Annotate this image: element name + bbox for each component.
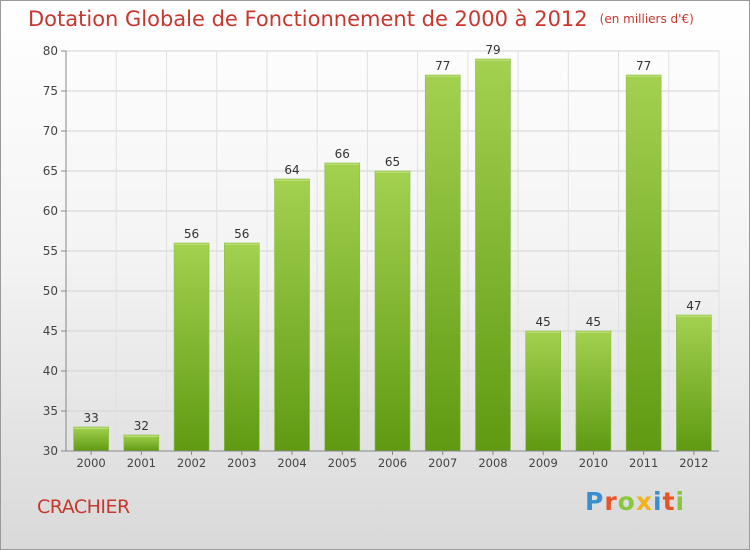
x-tick-label: 2007 <box>428 456 457 470</box>
x-tick-label: 2008 <box>478 456 507 470</box>
data-label: 33 <box>83 411 98 425</box>
bar-highlight <box>325 163 360 165</box>
data-label: 56 <box>234 227 249 241</box>
data-label: 79 <box>485 43 500 57</box>
x-tick-label: 2012 <box>679 456 708 470</box>
bar-highlight <box>174 243 209 245</box>
y-tick-label: 45 <box>43 324 58 338</box>
bar-highlight <box>124 435 159 437</box>
x-tick-label: 2003 <box>227 456 256 470</box>
y-tick-label: 60 <box>43 204 58 218</box>
bar <box>173 242 210 452</box>
data-label: 45 <box>536 315 551 329</box>
data-label: 56 <box>184 227 199 241</box>
y-tick-label: 80 <box>43 44 58 58</box>
logo-letter: x <box>635 487 653 516</box>
bar <box>224 242 260 452</box>
bar <box>475 58 511 452</box>
y-tick-label: 65 <box>43 164 58 178</box>
bar <box>424 74 461 452</box>
data-label: 47 <box>686 299 701 313</box>
chart-title: Dotation Globale de Fonctionnement de 20… <box>28 7 588 31</box>
axes: 30 35 40 45 50 55 60 65 70 75 80 2000 2001 2002 2003 20… <box>43 44 719 470</box>
data-label: 77 <box>636 59 651 73</box>
y-tick-label: 35 <box>43 404 58 418</box>
y-tick-label: 55 <box>43 244 58 258</box>
chart-unit: (en milliers d'€) <box>599 12 694 26</box>
bar-highlight <box>74 427 109 429</box>
logo-letter: o <box>617 487 636 516</box>
logo-letter: t <box>662 487 676 516</box>
y-tick-label: 40 <box>43 364 58 378</box>
bar <box>575 330 612 452</box>
data-label: 45 <box>586 315 601 329</box>
x-tick-label: 2009 <box>529 456 558 470</box>
x-tick-label: 2005 <box>328 456 357 470</box>
bars: 33 32 56 56 64 66 65 77 79 45 45 77 47 <box>73 43 712 452</box>
logo-letter: r <box>604 487 618 516</box>
title-row: Dotation Globale de Fonctionnement de 20… <box>28 7 694 31</box>
bar <box>274 178 310 452</box>
data-label: 32 <box>134 419 149 433</box>
x-tick-label: 2002 <box>177 456 206 470</box>
proxiti-logo[interactable]: Proxiti <box>585 487 685 516</box>
data-label: 64 <box>284 163 299 177</box>
bar <box>123 434 160 452</box>
data-label: 66 <box>335 147 350 161</box>
bar <box>525 330 561 452</box>
bar <box>374 170 411 452</box>
bar <box>73 426 109 452</box>
x-tick-label: 2010 <box>579 456 608 470</box>
logo-letter: P <box>585 487 605 516</box>
x-tick-label: 2006 <box>378 456 407 470</box>
x-tick-label: 2000 <box>76 456 105 470</box>
bar-highlight <box>224 243 259 245</box>
y-tick-label: 30 <box>43 444 58 458</box>
bar-highlight <box>425 75 460 77</box>
x-tick-label: 2001 <box>127 456 156 470</box>
bar-highlight <box>576 331 611 333</box>
x-tick-label: 2011 <box>629 456 658 470</box>
bar <box>625 74 662 452</box>
y-tick-label: 75 <box>43 84 58 98</box>
bar-highlight <box>526 331 561 333</box>
bar-highlight <box>626 75 661 77</box>
data-label: 65 <box>385 155 400 169</box>
x-tick-label: 2004 <box>277 456 306 470</box>
y-tick-label: 50 <box>43 284 58 298</box>
bar <box>676 314 712 452</box>
bar-highlight <box>475 59 510 61</box>
data-label: 77 <box>435 59 450 73</box>
logo-letter: i <box>675 487 686 516</box>
logo-letter: i <box>653 487 663 516</box>
place-name: CRACHIER <box>37 496 130 518</box>
bar-highlight <box>676 315 711 317</box>
y-tick-label: 70 <box>43 124 58 138</box>
bar-highlight <box>375 171 410 173</box>
bar-highlight <box>275 179 310 181</box>
bar <box>324 162 361 452</box>
